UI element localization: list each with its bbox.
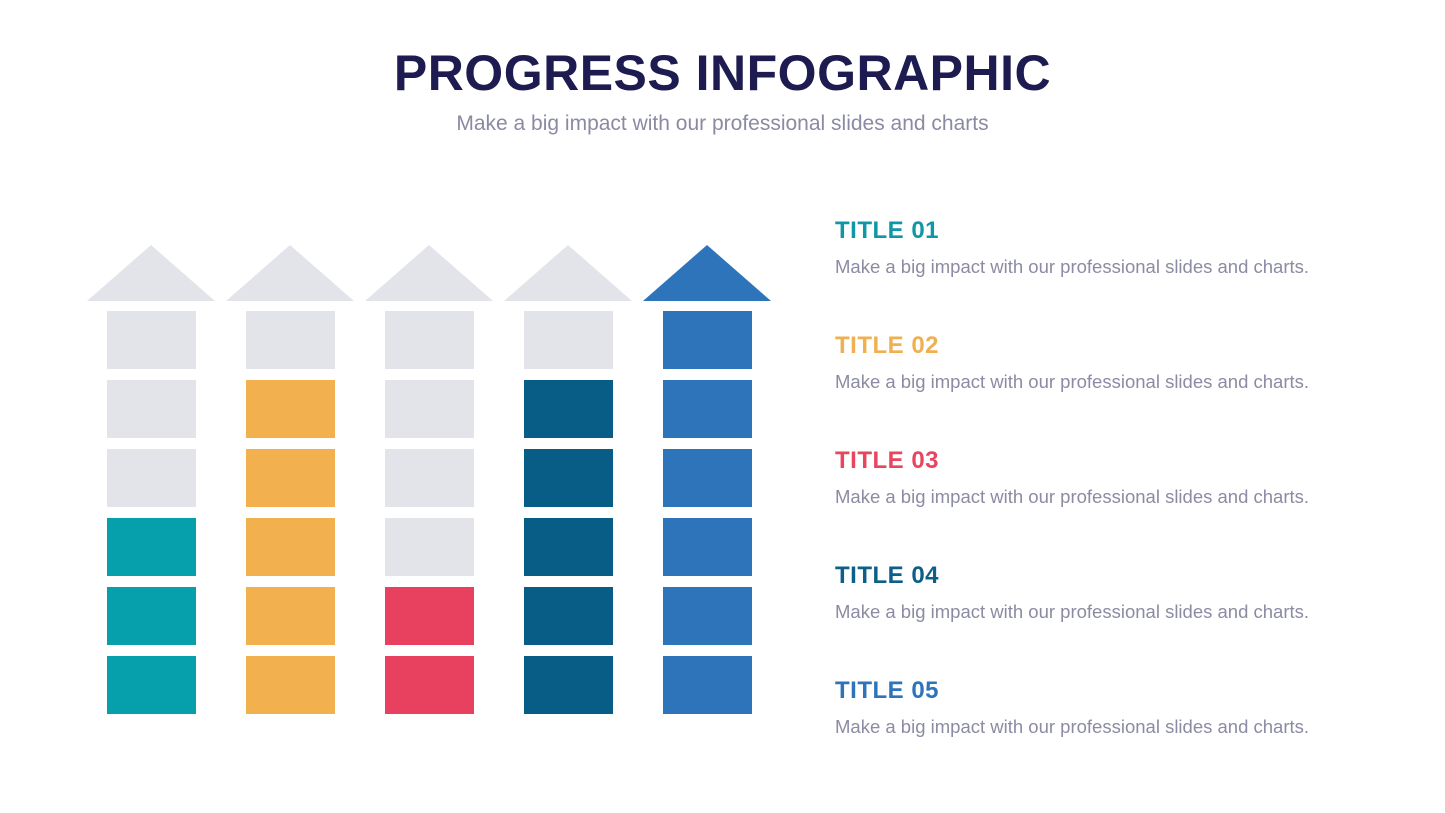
progress-segment: [245, 449, 335, 507]
progress-segment: [106, 587, 196, 645]
arrow-head-icon: [87, 245, 215, 301]
legend-item-title: TITLE 02: [835, 332, 940, 359]
progress-segment: [523, 656, 613, 714]
progress-segment: [384, 518, 474, 576]
progress-segment: [662, 311, 752, 369]
progress-segment: [245, 656, 335, 714]
progress-segment: [523, 587, 613, 645]
progress-segment: [523, 380, 613, 438]
legend-item-description: Make a big impact with our professional …: [835, 486, 1310, 507]
legend-item-description: Make a big impact with our professional …: [835, 371, 1310, 392]
progress-segment: [523, 311, 613, 369]
legend: TITLE 01 Make a big impact with our prof…: [835, 217, 1375, 792]
progress-segment: [384, 449, 474, 507]
arrow-tower: [86, 245, 216, 714]
arrow-head-icon: [226, 245, 354, 301]
progress-segment: [662, 380, 752, 438]
arrow-tower: [225, 245, 355, 714]
arrow-head-icon: [643, 245, 771, 301]
progress-segment: [245, 380, 335, 438]
progress-segment: [245, 311, 335, 369]
progress-segment: [245, 587, 335, 645]
progress-segment: [662, 587, 752, 645]
progress-segment: [106, 656, 196, 714]
arrow-tower: [364, 245, 494, 714]
arrow-head-icon: [365, 245, 493, 301]
legend-item-title: TITLE 03: [835, 447, 940, 474]
progress-segment: [106, 311, 196, 369]
legend-item-description: Make a big impact with our professional …: [835, 716, 1310, 737]
progress-segment: [523, 449, 613, 507]
slide-header: PROGRESS INFOGRAPHIC Make a big impact w…: [0, 44, 1445, 136]
arrow-head-icon: [504, 245, 632, 301]
legend-item-description: Make a big impact with our professional …: [835, 601, 1310, 622]
progress-segment: [245, 518, 335, 576]
progress-segment: [384, 380, 474, 438]
progress-segment: [106, 380, 196, 438]
arrow-tower: [503, 245, 633, 714]
progress-towers: [86, 245, 772, 714]
legend-item-title: TITLE 04: [835, 562, 940, 589]
progress-segment: [662, 518, 752, 576]
page-title: PROGRESS INFOGRAPHIC: [393, 45, 1052, 101]
page-subtitle: Make a big impact with our professional …: [456, 112, 989, 135]
progress-segment: [106, 449, 196, 507]
legend-item: TITLE 02 Make a big impact with our prof…: [835, 332, 1375, 447]
progress-segment: [106, 518, 196, 576]
legend-item-title: TITLE 01: [835, 217, 940, 244]
legend-item-title: TITLE 05: [835, 677, 940, 704]
progress-segment: [384, 311, 474, 369]
arrow-tower: [642, 245, 772, 714]
progress-segment: [662, 656, 752, 714]
legend-item: TITLE 03 Make a big impact with our prof…: [835, 447, 1375, 562]
progress-segment: [662, 449, 752, 507]
progress-segment: [384, 656, 474, 714]
progress-segment: [384, 587, 474, 645]
legend-item: TITLE 04 Make a big impact with our prof…: [835, 562, 1375, 677]
legend-item: TITLE 01 Make a big impact with our prof…: [835, 217, 1375, 332]
progress-segment: [523, 518, 613, 576]
legend-item-description: Make a big impact with our professional …: [835, 256, 1310, 277]
legend-item: TITLE 05 Make a big impact with our prof…: [835, 677, 1375, 792]
